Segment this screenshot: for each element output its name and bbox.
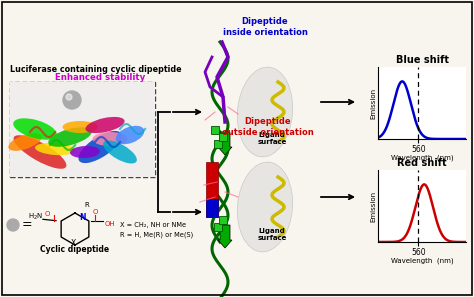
- Bar: [211, 126, 219, 134]
- Bar: [219, 216, 227, 224]
- Ellipse shape: [85, 117, 125, 133]
- Circle shape: [7, 219, 19, 231]
- Ellipse shape: [13, 118, 57, 140]
- Title: Blue shift: Blue shift: [395, 55, 448, 65]
- Text: Ligand
surface: Ligand surface: [257, 228, 287, 241]
- Circle shape: [63, 91, 81, 109]
- Ellipse shape: [35, 143, 75, 155]
- Title: Red shift: Red shift: [397, 158, 447, 168]
- Ellipse shape: [63, 121, 98, 133]
- Text: O: O: [44, 211, 50, 217]
- FancyArrow shape: [218, 132, 232, 155]
- Text: N: N: [80, 214, 86, 222]
- Text: R: R: [85, 202, 90, 208]
- Bar: [214, 223, 222, 231]
- Ellipse shape: [78, 131, 121, 163]
- Ellipse shape: [116, 126, 144, 144]
- Text: Luciferase containing cyclic dipeptide: Luciferase containing cyclic dipeptide: [10, 64, 182, 73]
- Text: Cyclic dipeptide: Cyclic dipeptide: [40, 244, 109, 254]
- Bar: [10, 82, 155, 177]
- Text: $\mathrm{H_2N}$: $\mathrm{H_2N}$: [28, 212, 43, 222]
- Text: R = H, Me(R) or Me(S): R = H, Me(R) or Me(S): [120, 232, 193, 238]
- Text: Dipeptide
outside orientation: Dipeptide outside orientation: [222, 117, 314, 137]
- Bar: [206, 162, 218, 217]
- Bar: [214, 140, 222, 148]
- Text: =: =: [22, 219, 33, 231]
- Bar: [219, 133, 227, 141]
- X-axis label: Wavelength  (nm): Wavelength (nm): [391, 258, 453, 264]
- Ellipse shape: [92, 132, 128, 146]
- Bar: [10, 82, 155, 177]
- Ellipse shape: [48, 127, 92, 147]
- Circle shape: [66, 94, 72, 100]
- Text: Enhanced stability: Enhanced stability: [55, 73, 145, 83]
- Text: X: X: [70, 238, 76, 247]
- Ellipse shape: [237, 162, 292, 252]
- Ellipse shape: [103, 140, 137, 164]
- Text: OH: OH: [105, 221, 116, 227]
- Text: O: O: [92, 209, 98, 215]
- Y-axis label: Emission: Emission: [371, 190, 377, 222]
- Bar: [206, 199, 218, 217]
- Ellipse shape: [14, 135, 66, 169]
- Text: Dipeptide
inside orientation: Dipeptide inside orientation: [223, 17, 308, 37]
- Text: X = CH₂, NH or NMe: X = CH₂, NH or NMe: [120, 222, 186, 228]
- FancyArrow shape: [218, 225, 232, 248]
- Ellipse shape: [70, 146, 100, 158]
- X-axis label: Wavelength  (nm): Wavelength (nm): [391, 155, 453, 162]
- Y-axis label: Emission: Emission: [371, 87, 377, 119]
- Text: Ligand
surface: Ligand surface: [257, 132, 287, 146]
- Ellipse shape: [9, 133, 42, 151]
- Ellipse shape: [237, 67, 292, 157]
